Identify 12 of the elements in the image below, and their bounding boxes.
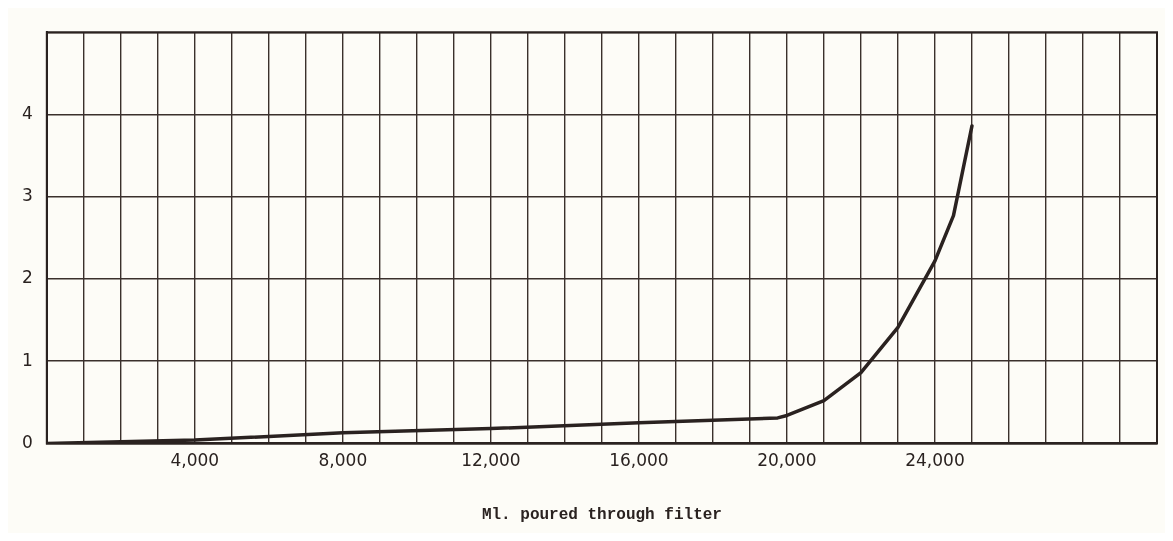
y-tick-label: 0: [21, 431, 33, 452]
x-tick-label: 8,000: [318, 450, 368, 471]
y-tick-label: 1: [21, 349, 33, 370]
x-axis-title: Ml. poured through filter: [481, 506, 722, 525]
y-tick-label: 2: [21, 267, 33, 288]
y-tick-label: 4: [21, 102, 33, 123]
y-tick-label: 3: [21, 185, 33, 206]
x-tick-label: 20,000: [757, 450, 817, 471]
x-tick-label: 12,000: [461, 450, 521, 471]
x-tick-label: 4,000: [170, 450, 220, 471]
x-tick-label: 24,000: [905, 450, 965, 471]
x-tick-label: 16,000: [609, 450, 669, 471]
